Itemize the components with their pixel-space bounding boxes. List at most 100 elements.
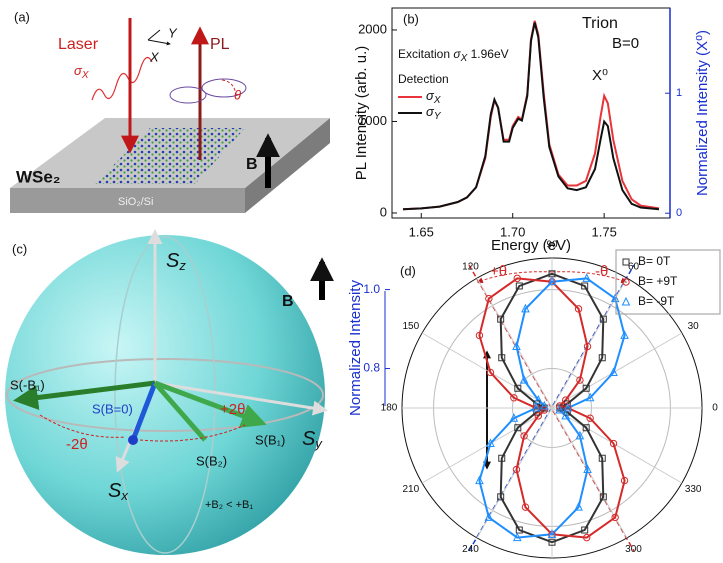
pl-label: PL	[210, 36, 230, 53]
r-tick-label: 0.8	[363, 361, 380, 375]
laser-wave	[91, 56, 153, 101]
data-point	[513, 274, 521, 283]
legend-marker	[622, 258, 630, 266]
data-point	[583, 464, 592, 474]
data-point	[534, 394, 543, 404]
data-point	[531, 402, 541, 412]
data-point	[475, 475, 484, 485]
data-point	[475, 331, 484, 340]
angle-label: -2θ	[66, 436, 88, 453]
axis-x: X	[149, 49, 160, 64]
sz-label: Sz	[166, 250, 186, 273]
r-tick-label: 1.0	[363, 282, 380, 296]
angle-label: +θ	[490, 263, 507, 280]
text: Excitation	[398, 47, 453, 61]
data-point	[540, 400, 549, 410]
data-point	[609, 367, 618, 376]
data-point	[534, 412, 543, 420]
data-point	[610, 293, 620, 303]
data-point	[497, 315, 505, 323]
y-tick-label: 0	[380, 204, 387, 219]
sigma-sub: X	[460, 53, 468, 64]
data-point	[533, 408, 541, 416]
panel-a: (a) Laser σX PL θ X Y B WSe₂ SiO₂/Si	[10, 9, 330, 213]
legend-label: B= -9T	[638, 294, 675, 308]
pl-lobe	[201, 78, 247, 98]
panel-tag: (d)	[400, 263, 416, 278]
rotation-arc	[551, 271, 628, 284]
panel-tag: (c)	[12, 241, 27, 256]
x-tick-label: 1.75	[592, 224, 617, 239]
sub-label: σY	[426, 104, 442, 121]
legend-marker	[622, 278, 630, 286]
sigma: σ	[453, 47, 461, 61]
theta-arc	[221, 79, 237, 99]
s-sub: z	[178, 258, 186, 273]
rotation-arc	[39, 414, 126, 438]
data-point	[582, 424, 590, 432]
data-point	[599, 493, 607, 501]
angle-label: -θ	[595, 263, 608, 280]
x-tick-label: 1.65	[409, 224, 434, 239]
data-point	[485, 294, 493, 303]
spoke	[551, 407, 683, 484]
rotation-arc	[139, 424, 246, 442]
theta-tick-label: 90	[546, 240, 558, 251]
sub: X	[433, 95, 441, 106]
y-axis-label: PL Intensity (arb. u.)	[353, 46, 370, 181]
material-label: WSe₂	[16, 167, 60, 186]
base: σ	[426, 104, 435, 119]
data-point	[521, 303, 530, 313]
data-point	[548, 538, 556, 546]
data-point	[575, 430, 585, 440]
data-point	[520, 432, 528, 440]
theta-tick-label: 30	[688, 321, 700, 332]
s-sub: x	[120, 488, 128, 503]
theta-tick-label: 150	[402, 321, 419, 332]
data-point	[540, 406, 549, 414]
data-point	[555, 402, 564, 410]
spoke	[421, 332, 553, 409]
axis-y: Y	[168, 25, 178, 40]
data-point	[533, 400, 541, 408]
sub: Y	[434, 111, 442, 122]
s-sub: y	[314, 436, 323, 451]
data-point	[561, 396, 570, 404]
peak-label: Trion	[582, 15, 618, 32]
panel-tag: (b)	[403, 11, 419, 26]
peak-label: X⁰	[592, 67, 608, 84]
detection-label: Detection	[398, 72, 449, 86]
data-point	[547, 529, 557, 538]
panel-c: (c) Sz Sy Sx B S(-B₁) S(B=0) S(B₂) S(B₁)…	[5, 229, 334, 555]
r-axis-label: Normalized Intensity	[347, 280, 364, 416]
equator	[6, 358, 324, 432]
data-point	[512, 341, 521, 350]
data-point	[598, 354, 606, 362]
excitation-label: Excitation σX 1.96eV	[398, 47, 509, 63]
data-point	[620, 476, 629, 485]
s: S	[108, 480, 122, 502]
data-point	[555, 404, 564, 414]
sigma: σ	[74, 63, 83, 78]
data-point	[519, 374, 529, 384]
data-point	[582, 384, 590, 392]
data-point	[585, 392, 595, 402]
theta-tick-label: 120	[462, 261, 479, 272]
data-point	[599, 315, 607, 323]
slab-front	[10, 188, 245, 213]
vector	[13, 380, 156, 410]
slab-side	[245, 118, 330, 213]
data-point	[574, 305, 583, 313]
legend-label: B= +9T	[638, 274, 678, 288]
theta-tick-label: 300	[625, 544, 642, 555]
text: 1.96eV	[467, 47, 508, 61]
data-point	[561, 410, 570, 420]
fit-line	[478, 277, 626, 539]
vector	[153, 381, 207, 442]
panel-tag: (a)	[14, 9, 30, 24]
sy-axis	[154, 381, 328, 416]
y2-tick-label: 0	[676, 207, 682, 219]
vector-label: S(B=0)	[92, 401, 133, 416]
legend-label: B= 0T	[638, 254, 671, 268]
data-point	[574, 502, 583, 511]
